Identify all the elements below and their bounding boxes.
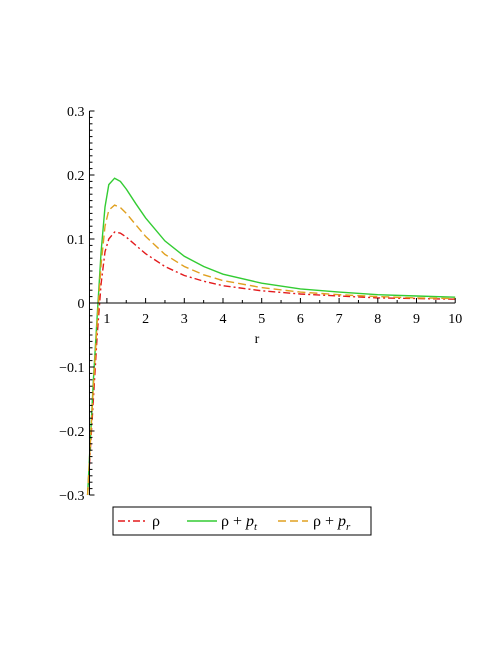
y-tick-label: 0.3	[67, 105, 85, 120]
x-tick-label: 2	[142, 312, 149, 327]
series-line-1	[86, 177, 456, 496]
series-line-2	[86, 204, 456, 496]
x-axis-label: r	[255, 332, 260, 347]
x-tick-label: 5	[258, 312, 265, 327]
legend-label-sub-1: p	[245, 513, 254, 530]
series-line-0	[86, 231, 456, 496]
x-tick-label: 4	[220, 312, 227, 327]
axes-layer: 1 2 3 4 5 6 7 8 9 10 −0.3 −0.2 −0.1 0 0.1 0.2 0.3	[59, 105, 462, 504]
legend-box	[112, 506, 372, 536]
legend-label-0: ρ	[152, 513, 160, 530]
legend-subscript-1: t	[254, 521, 258, 533]
x-tick-label: 8	[374, 312, 381, 327]
legend-label-2: ρ + pr	[313, 513, 351, 533]
y-tick-label: −0.1	[59, 361, 84, 376]
x-tick-label: 10	[448, 312, 462, 327]
x-tick-label: 7	[336, 312, 343, 327]
x-tick-label: 6	[297, 312, 304, 327]
y-tick-label: 0.1	[67, 233, 85, 248]
x-tick-label: 3	[181, 312, 188, 327]
legend: ρ ρ + pt ρ + pr	[112, 506, 372, 536]
y-tick-label: −0.2	[59, 425, 84, 440]
x-tick-label: 9	[413, 312, 420, 327]
y-tick-label: 0	[77, 297, 84, 312]
legend-label-1: ρ + pt	[221, 513, 258, 533]
legend-subscript-2: r	[346, 521, 351, 533]
series-layer	[86, 177, 456, 496]
y-tick-label: 0.2	[67, 169, 85, 184]
y-tick-label: −0.3	[59, 489, 84, 504]
x-tick-label: 1	[103, 312, 110, 327]
legend-label-sub-2: p	[337, 513, 346, 530]
